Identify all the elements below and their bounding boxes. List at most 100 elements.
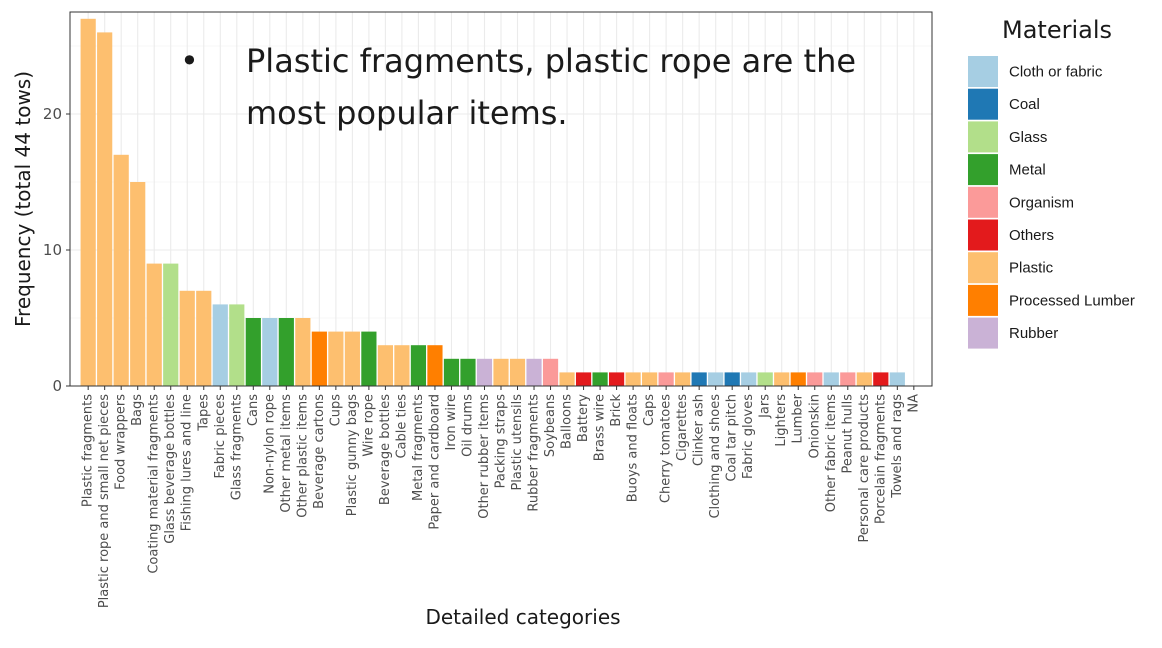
bar (427, 345, 443, 386)
y-tick-label: 20 (43, 105, 62, 123)
bar (196, 290, 212, 386)
bar (179, 290, 195, 386)
x-tick-label: Packing straps (494, 394, 509, 489)
bar (559, 372, 575, 386)
x-tick-label: Plastic rope and small net pieces (97, 394, 112, 608)
bar (642, 372, 658, 386)
legend-title: Materials (1002, 16, 1112, 44)
x-tick-label: Cups (328, 394, 343, 427)
y-tick-label: 0 (52, 377, 62, 395)
bar (856, 372, 872, 386)
x-tick-label: Cans (246, 394, 261, 426)
bar (163, 263, 179, 386)
x-tick-label: Glass beverage bottles (163, 394, 178, 544)
x-tick-label: Caps (642, 394, 657, 426)
x-tick-label: Glass fragments (229, 394, 244, 500)
bar (823, 372, 839, 386)
legend-swatch (968, 154, 998, 186)
bar (658, 372, 674, 386)
legend-label: Processed Lumber (1009, 292, 1135, 309)
bar (410, 345, 427, 386)
bar (377, 345, 394, 386)
bar (130, 182, 146, 386)
legend: Cloth or fabric Coal Glass Metal Organism Oth… (968, 56, 1135, 349)
bar (311, 331, 327, 386)
x-tick-label: Non-nylon rope (262, 394, 277, 494)
x-tick-label: Jars (758, 394, 773, 419)
x-tick-label: Plastic fragments (81, 394, 96, 507)
legend-swatch (968, 121, 998, 153)
x-tick-label: Coal tar pitch (725, 394, 740, 482)
x-tick-label: Fabric gloves (741, 394, 756, 479)
bar (774, 372, 790, 386)
x-tick-label: Porcelain fragments (873, 394, 888, 524)
bar (278, 318, 294, 386)
bar (443, 358, 460, 386)
x-axis: Plastic fragments Plastic rope and small … (81, 386, 921, 608)
bar (575, 372, 592, 386)
bar (757, 372, 773, 386)
x-tick-label: Other metal items (279, 394, 294, 513)
x-tick-label: Rubber fragments (527, 394, 542, 512)
bar (493, 358, 509, 386)
x-tick-label: Peanut hulls (840, 394, 855, 474)
bar (741, 372, 757, 386)
legend-label: Metal (1009, 162, 1046, 179)
x-tick-label: Clinker ash (692, 394, 707, 466)
bar (229, 304, 245, 386)
legend-swatch (968, 252, 998, 284)
legend-label: Rubber (1009, 325, 1058, 342)
x-tick-label: Beverage bottles (378, 394, 393, 505)
bars (80, 18, 905, 387)
legend-label: Cloth or fabric (1009, 64, 1103, 81)
y-axis: 0 10 20 (43, 105, 70, 395)
bar (542, 358, 559, 386)
bar (245, 318, 261, 386)
bar (328, 331, 344, 386)
x-tick-label: Personal care products (857, 394, 872, 543)
legend-label: Plastic (1009, 260, 1054, 277)
bar (625, 372, 641, 386)
bar (295, 318, 311, 386)
bar (526, 358, 542, 386)
x-tick-label: Iron wire (444, 394, 459, 451)
bar (840, 372, 856, 386)
legend-label: Others (1009, 227, 1054, 244)
bar (509, 358, 526, 386)
y-axis-title: Frequency (total 44 tows) (11, 71, 35, 327)
bar (113, 154, 129, 386)
x-tick-label: Bags (130, 394, 145, 426)
bar (344, 331, 360, 386)
x-tick-label: Other rubber items (477, 394, 492, 519)
bar (80, 18, 96, 387)
bar (724, 372, 740, 386)
bar (146, 263, 162, 386)
x-tick-label: Other plastic items (295, 394, 310, 518)
bar (889, 372, 905, 386)
bar (790, 372, 806, 386)
legend-swatch (968, 88, 998, 120)
x-tick-label: Coating material fragments (147, 394, 162, 574)
x-tick-label: Battery (576, 394, 591, 442)
x-tick-label: Food wrappers (114, 394, 129, 490)
x-axis-title: Detailed categories (425, 605, 620, 629)
x-tick-label: Fabric pieces (213, 394, 228, 479)
x-tick-label: Beverage cartons (312, 394, 327, 509)
x-tick-label: Other fabric items (824, 394, 839, 512)
x-tick-label: Paper and cardboard (427, 394, 442, 530)
legend-label: Glass (1009, 129, 1047, 146)
legend-label: Organism (1009, 194, 1074, 211)
x-tick-label: Plastic utensils (510, 394, 525, 491)
x-tick-label: Plastic gunny bags (345, 394, 360, 516)
annotation-line-1: Plastic fragments, plastic rope are the (246, 42, 856, 80)
bar (691, 372, 707, 386)
x-tick-label: Onionskin (807, 394, 822, 458)
bar (460, 358, 476, 386)
x-tick-label: Brass wire (593, 394, 608, 461)
bar (97, 32, 113, 387)
x-tick-label: Towels and rags (890, 394, 905, 499)
bar (708, 372, 724, 386)
x-tick-label: Fishing lures and line (180, 394, 195, 531)
y-tick-label: 10 (43, 241, 62, 259)
